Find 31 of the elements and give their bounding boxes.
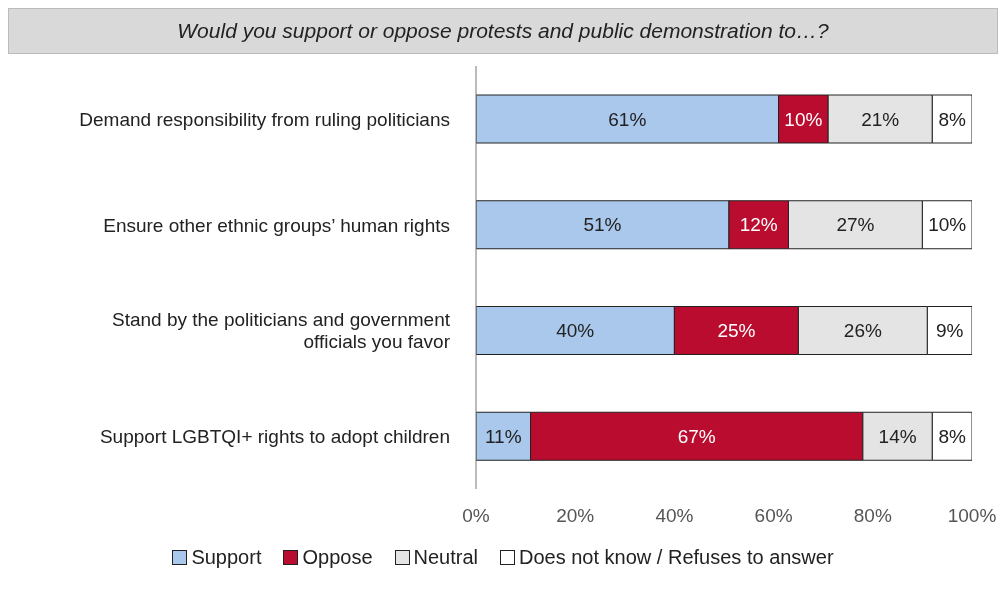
x-tick-label: 100% (947, 505, 997, 527)
data-label: 10% (928, 214, 967, 236)
chart-title: Would you support or oppose protests and public demonstration to…? (8, 8, 998, 54)
data-label: 21% (861, 108, 900, 130)
data-label: 10% (784, 108, 823, 130)
legend-label: Neutral (413, 546, 478, 569)
data-label: 27% (836, 214, 875, 236)
x-tick-label: 40% (655, 505, 694, 527)
data-label: 14% (878, 425, 917, 447)
x-tick-label: 0% (462, 505, 490, 527)
data-label: 25% (717, 320, 756, 341)
x-tick-label: 80% (853, 505, 892, 527)
x-tick-label: 20% (556, 505, 595, 527)
legend-label: Does not know / Refuses to answer (519, 546, 834, 569)
data-label: 67% (677, 425, 716, 447)
data-label: 51% (583, 214, 622, 236)
data-label: 8% (938, 108, 966, 130)
y-tick-label: Support LGBTQI+ rights to adopt children (99, 425, 450, 447)
data-label: 9% (935, 320, 964, 341)
x-tick-label: 60% (754, 505, 793, 527)
y-tick-label: Ensure other ethnic groups’ human rights (103, 214, 450, 236)
data-label: 11% (484, 425, 522, 447)
data-label: 40% (556, 320, 595, 341)
data-label: 61% (608, 108, 647, 130)
data-label: 12% (739, 214, 778, 236)
y-tick-label: Demand responsibility from ruling politicians (79, 108, 450, 130)
legend-label: Support (191, 546, 262, 569)
legend-label: Oppose (302, 546, 373, 569)
y-tick-label: Stand by the politicians and government officials you favor (112, 308, 451, 352)
data-label: 8% (938, 425, 966, 447)
data-label: 26% (843, 320, 882, 341)
